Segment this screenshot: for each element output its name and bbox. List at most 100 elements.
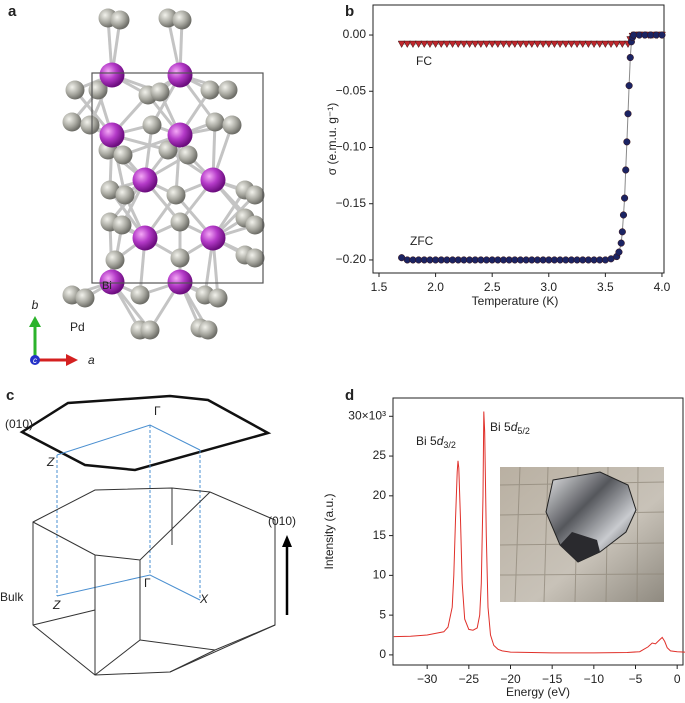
y-tick-label: 10 [373, 568, 387, 582]
marker [561, 40, 570, 49]
pd-atom [110, 10, 130, 30]
marker [482, 40, 491, 49]
marker [584, 40, 593, 49]
bi-atom [99, 269, 125, 295]
pd-atom [178, 145, 198, 165]
pd-atom [62, 112, 82, 132]
x-tick-label: −5 [629, 672, 643, 686]
y-tick-label: −0.10 [336, 140, 367, 154]
peak-label-part: 3/2 [443, 440, 456, 450]
atom-label: Bi [102, 280, 112, 292]
peak-label-part: Bi 5 [416, 434, 437, 448]
marker [510, 40, 519, 49]
marker [601, 40, 610, 49]
x-tick-label: 4.0 [654, 280, 671, 294]
marker [454, 40, 463, 49]
axis-label: b [32, 298, 39, 312]
y-tick-label: 15 [373, 528, 387, 542]
panel-label: d [345, 387, 354, 404]
pd-atom [245, 248, 265, 268]
marker [431, 40, 440, 49]
pd-atom [100, 180, 120, 200]
x-tick-label: −30 [417, 672, 438, 686]
marker [607, 40, 615, 49]
marker [619, 211, 628, 219]
point-label: X [199, 592, 209, 606]
peak-label: Bi 5d3/2 [416, 434, 456, 450]
x-tick-label: −20 [500, 672, 521, 686]
unit-cell [91, 72, 264, 284]
pd-atom [150, 82, 170, 102]
bi-atom [132, 167, 158, 193]
series-line [401, 34, 662, 261]
pd-atom [158, 8, 178, 28]
pd-atom [218, 80, 238, 100]
plot-frame [372, 4, 665, 274]
arrow-head [29, 316, 41, 327]
point-label: Γ [154, 404, 161, 418]
x-tick-label: 1.5 [371, 280, 388, 294]
pd-atom [88, 80, 108, 100]
pd-atom [75, 288, 95, 308]
marker [625, 82, 633, 90]
pd-atom [112, 215, 132, 235]
pd-atom [65, 80, 85, 100]
pd-atom [142, 115, 162, 135]
marker [539, 40, 548, 49]
marker [448, 40, 457, 49]
marker [618, 40, 627, 49]
peak-label: Bi 5d5/2 [490, 420, 530, 436]
panel-label: a [8, 3, 17, 20]
marker [658, 31, 666, 39]
marker [567, 40, 576, 49]
y-tick-label: −0.05 [336, 83, 367, 97]
point-label: Γ [144, 576, 151, 590]
crystal-structure [62, 8, 265, 340]
pd-atom [130, 285, 150, 305]
marker [516, 40, 525, 49]
pd-atom [113, 145, 133, 165]
bi-atom [132, 225, 158, 251]
panel-label: b [345, 3, 354, 20]
marker [533, 40, 542, 49]
y-tick-label: 0.00 [343, 27, 367, 41]
marker [493, 40, 502, 49]
y-tick-label: 20 [373, 488, 387, 502]
peak-label-part: Bi 5 [490, 420, 511, 434]
series-line [393, 411, 685, 654]
pd-atom [80, 115, 100, 135]
marker [442, 40, 451, 49]
pd-atom [222, 115, 242, 135]
marker [465, 40, 474, 49]
marker [414, 40, 423, 49]
marker [437, 40, 446, 49]
marker [409, 40, 417, 49]
pd-atom [245, 215, 265, 235]
bi-atom [200, 167, 226, 193]
y-tick-label: −0.15 [336, 196, 367, 210]
bi-atom [167, 269, 193, 295]
marker [471, 40, 480, 49]
marker [499, 40, 508, 49]
x-tick-label: −15 [542, 672, 563, 686]
y-tick-label: 30×10³ [348, 408, 386, 422]
pd-atom [105, 250, 125, 270]
marker [622, 166, 630, 174]
bulk-label: Bulk [0, 590, 24, 604]
atom-label: Pd [70, 320, 85, 334]
y-tick-label: 5 [379, 607, 386, 621]
y-axis-label: Intensity (a.u.) [322, 493, 336, 569]
marker [505, 40, 514, 49]
pd-atom [170, 212, 190, 232]
pd-atom [198, 320, 218, 340]
x-tick-label: 0 [674, 672, 681, 686]
pd-atom [158, 140, 178, 160]
marker [626, 53, 634, 62]
marker [595, 40, 604, 49]
marker [527, 40, 536, 49]
x-tick-label: 2.0 [427, 280, 444, 294]
pd-atom [205, 112, 225, 132]
marker [615, 248, 623, 256]
marker [459, 40, 468, 49]
pd-atom [200, 80, 220, 100]
